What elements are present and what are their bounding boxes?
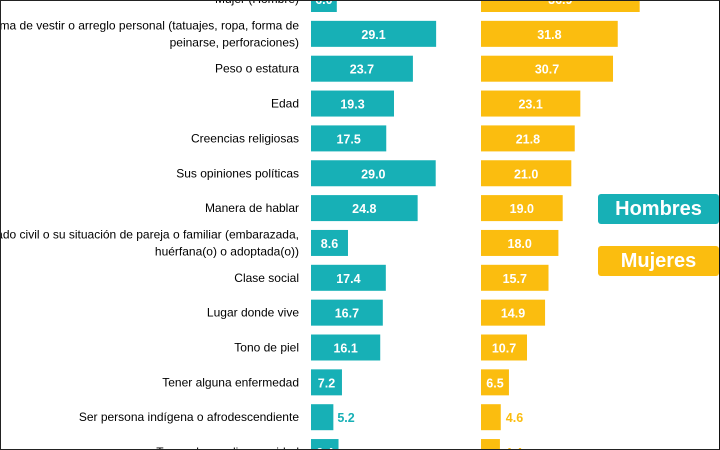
bar-hombres	[311, 160, 436, 187]
value-label-mujeres: 10.7	[492, 342, 516, 356]
bar-mujeres	[481, 55, 614, 82]
value-label-mujeres: 36.9	[548, 1, 572, 7]
value-label-hombres: 17.5	[336, 132, 360, 146]
bar-mujeres	[481, 404, 501, 431]
bar-hombres	[311, 264, 386, 291]
value-label-mujeres: 15.7	[503, 272, 527, 286]
bar-hombres	[311, 334, 381, 361]
category-label: Tener alguna discapacidad	[156, 445, 299, 450]
bar-mujeres	[481, 195, 563, 222]
category-label: Sus opiniones políticas	[176, 166, 299, 180]
bar-hombres	[311, 299, 383, 326]
bar-mujeres	[481, 1, 640, 12]
bar-hombres	[311, 55, 413, 82]
category-label: Clase social	[234, 271, 299, 285]
value-label-mujeres: 23.1	[518, 98, 542, 112]
bar-mujeres	[481, 334, 528, 361]
value-label-mujeres: 6.5	[486, 376, 503, 390]
value-label-mujeres: 21.0	[514, 167, 538, 181]
bar-mujeres	[481, 160, 572, 187]
category-label: Manera de hablar	[205, 201, 299, 215]
value-label-mujeres: 18.0	[508, 237, 532, 251]
value-label-mujeres: 31.8	[537, 28, 561, 42]
value-label-hombres: 29.1	[361, 28, 385, 42]
value-label-hombres: 16.7	[335, 307, 359, 321]
value-label-mujeres: 4.4	[505, 446, 522, 450]
value-label-hombres: 19.3	[340, 98, 364, 112]
bar-mujeres	[481, 369, 509, 396]
category-label: Tener alguna enfermedad	[162, 375, 299, 389]
bar-hombres	[311, 195, 418, 222]
category-label: Edad	[271, 97, 299, 111]
value-label-hombres: 29.0	[361, 167, 385, 181]
value-label-hombres: 6.4	[316, 446, 333, 450]
bar-mujeres	[481, 439, 500, 449]
value-label-mujeres: 21.8	[516, 132, 540, 146]
bar-hombres	[311, 125, 387, 152]
bar-mujeres	[481, 20, 618, 47]
bar-hombres	[311, 439, 339, 449]
category-label: Tono de piel	[234, 341, 299, 355]
bar-mujeres	[481, 125, 575, 152]
category-label: Peso o estatura	[215, 62, 299, 76]
value-label-hombres: 16.1	[333, 342, 357, 356]
bar-hombres	[311, 20, 437, 47]
legend-mujeres: Mujeres	[598, 246, 719, 276]
bar-hombres	[311, 404, 334, 431]
bar-mujeres	[481, 229, 559, 256]
value-label-hombres: 23.7	[350, 63, 374, 77]
value-label-mujeres: 4.6	[506, 411, 523, 425]
bar-mujeres	[481, 299, 546, 326]
category-label: Creencias religiosas	[191, 131, 299, 145]
bar-mujeres	[481, 264, 549, 291]
value-label-hombres: 24.8	[352, 202, 376, 216]
bar-hombres	[311, 1, 337, 12]
value-label-hombres: 6.0	[315, 1, 332, 7]
value-label-hombres: 17.4	[336, 272, 360, 286]
legend-hombres: Hombres	[598, 194, 719, 224]
category-label: Estado civil o su situación de pareja o …	[1, 227, 299, 258]
category-label: Mujer (Hombre)	[215, 1, 299, 6]
bar-hombres	[311, 229, 348, 256]
category-label: Forma de vestir o arreglo personal (tatu…	[1, 18, 299, 49]
bar-hombres	[311, 369, 342, 396]
value-label-hombres: 8.6	[321, 237, 338, 251]
value-label-hombres: 7.2	[318, 376, 335, 390]
category-label: Ser persona indígena o afrodescendiente	[79, 410, 299, 424]
value-label-mujeres: 30.7	[535, 63, 559, 77]
value-label-hombres: 5.2	[337, 411, 354, 425]
value-label-mujeres: 19.0	[510, 202, 534, 216]
value-label-mujeres: 14.9	[501, 307, 525, 321]
bar-mujeres	[481, 90, 581, 117]
category-label: Lugar donde vive	[207, 306, 299, 320]
bar-hombres	[311, 90, 394, 117]
